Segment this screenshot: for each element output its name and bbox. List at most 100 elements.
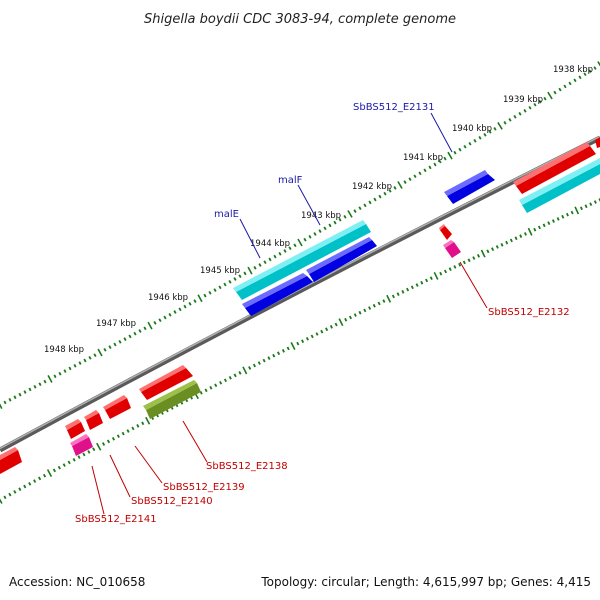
outer-ring-minor-tick — [568, 81, 572, 86]
inner-ring-minor-tick — [443, 269, 448, 274]
outer-ring-minor-tick — [453, 150, 457, 155]
gene-e2141[interactable] — [65, 419, 85, 439]
outer-ring-minor-tick — [178, 307, 182, 312]
outer-ring-minor-tick — [558, 87, 562, 92]
inner-ring-minor-tick — [301, 339, 305, 344]
gene-malE[interactable] — [242, 273, 313, 316]
cds-right[interactable] — [519, 158, 600, 213]
inner-tick-ring — [0, 198, 600, 504]
inner-ring-minor-tick — [252, 363, 256, 368]
outer-ring-major-tick — [547, 91, 553, 100]
outer-ring-minor-tick — [58, 371, 62, 376]
inner-ring-minor-tick — [509, 238, 513, 243]
inner-ring-minor-tick — [514, 236, 518, 241]
outer-ring-minor-tick — [493, 127, 497, 131]
inner-ring-minor-tick — [358, 310, 362, 315]
gene-reverse-right[interactable] — [513, 142, 596, 194]
cds-e2138-olive[interactable] — [143, 380, 201, 419]
gene-malF[interactable] — [306, 237, 377, 282]
gene-label-e2141: SbBS512_E2141 — [75, 514, 157, 525]
gene-e2138[interactable] — [139, 365, 193, 400]
map-title: Shigella boydii CDC 3083-94, complete ge… — [144, 12, 456, 27]
outer-ring-minor-tick — [218, 285, 222, 290]
outer-ring-minor-tick — [378, 194, 382, 199]
inner-ring-major-tick — [433, 271, 439, 280]
gene-label-e2132: SbBS512_E2132 — [488, 307, 570, 318]
outer-ring-minor-tick — [528, 105, 532, 110]
inner-ring-minor-tick — [18, 487, 22, 492]
outer-ring-minor-tick — [13, 395, 17, 400]
inner-ring-minor-tick — [523, 232, 527, 236]
inner-ring-minor-tick — [8, 492, 12, 497]
tick-label-1947: 1947 kbp — [96, 319, 136, 329]
inner-ring-minor-tick — [82, 452, 86, 457]
reverse-strand-genes — [0, 224, 461, 474]
outer-ring-minor-tick — [473, 138, 477, 143]
outer-ring-minor-tick — [483, 132, 487, 137]
outer-ring-minor-tick — [63, 369, 67, 373]
outer-ring-major-tick — [597, 61, 600, 67]
outer-ring-minor-tick — [433, 162, 437, 167]
inner-ring-minor-tick — [533, 227, 537, 232]
inner-ring-minor-tick — [286, 346, 290, 351]
inner-ring-minor-tick — [425, 278, 429, 283]
genome-summary-text: Topology: circular; Length: 4,615,997 bp… — [260, 575, 591, 589]
inner-ring-minor-tick — [325, 327, 329, 332]
outer-ring-minor-tick — [463, 144, 467, 149]
inner-ring-minor-tick — [106, 439, 111, 444]
outer-ring-minor-tick — [228, 279, 232, 284]
outer-ring-minor-tick — [38, 382, 42, 387]
cds-malE-malF[interactable] — [233, 220, 371, 300]
gene-e2131[interactable] — [444, 170, 495, 204]
inner-ring-minor-tick — [315, 332, 319, 336]
outer-ring-minor-tick — [268, 257, 272, 262]
inner-ring-minor-tick — [131, 426, 135, 431]
tick-label-1940: 1940 kbp — [452, 124, 492, 134]
gene-reverse-edge[interactable] — [595, 137, 600, 148]
gene-e2139[interactable] — [103, 395, 131, 419]
outer-ring-minor-tick — [68, 366, 72, 371]
outer-ring-major-tick — [197, 294, 203, 303]
misc-e2132[interactable] — [443, 240, 461, 258]
outer-ring-minor-tick — [233, 277, 237, 281]
outer-ring-minor-tick — [113, 342, 117, 347]
outer-ring-minor-tick — [108, 345, 112, 350]
gene-e2132[interactable] — [439, 224, 452, 240]
misc-e2141[interactable] — [70, 434, 93, 456]
inner-ring-minor-tick — [344, 317, 348, 322]
inner-ring-minor-tick — [305, 336, 309, 341]
outer-ring-minor-tick — [128, 334, 132, 339]
inner-ring-major-tick — [574, 206, 580, 215]
outer-ring-minor-tick — [73, 363, 77, 368]
tick-label-1946: 1946 kbp — [148, 293, 188, 303]
gene-e2140[interactable] — [84, 410, 103, 430]
inner-ring-minor-tick — [561, 214, 565, 219]
outer-ring-minor-tick — [53, 374, 57, 379]
outer-ring-minor-tick — [103, 347, 107, 352]
outer-ring-minor-tick — [583, 72, 587, 77]
inner-ring-minor-tick — [462, 260, 466, 265]
outer-ring-minor-tick — [373, 197, 377, 202]
inner-ring-minor-tick — [476, 254, 481, 258]
inner-ring-minor-tick — [121, 431, 125, 436]
inner-ring-minor-tick — [248, 366, 252, 370]
inner-ring-minor-tick — [116, 434, 120, 439]
forward-strand-genes — [233, 137, 600, 316]
outer-ring-minor-tick — [193, 299, 197, 303]
gene-left-edge[interactable] — [0, 447, 22, 474]
inner-ring-minor-tick — [52, 468, 56, 473]
inner-ring-minor-tick — [584, 204, 588, 209]
outer-ring-minor-tick — [543, 96, 547, 101]
outer-ring-minor-tick — [408, 177, 412, 181]
inner-ring-minor-tick — [519, 234, 523, 238]
inner-ring-minor-tick — [448, 267, 452, 271]
outer-ring-minor-tick — [273, 254, 277, 259]
inner-ring-minor-tick — [43, 473, 47, 478]
inner-ring-minor-tick — [272, 353, 276, 358]
inner-ring-minor-tick — [233, 373, 237, 378]
outer-ring-minor-tick — [343, 214, 347, 219]
outer-ring-major-tick — [447, 151, 453, 160]
outer-ring-minor-tick — [438, 159, 442, 164]
inner-ring-minor-tick — [310, 334, 314, 339]
inner-ring-minor-tick — [136, 423, 140, 428]
